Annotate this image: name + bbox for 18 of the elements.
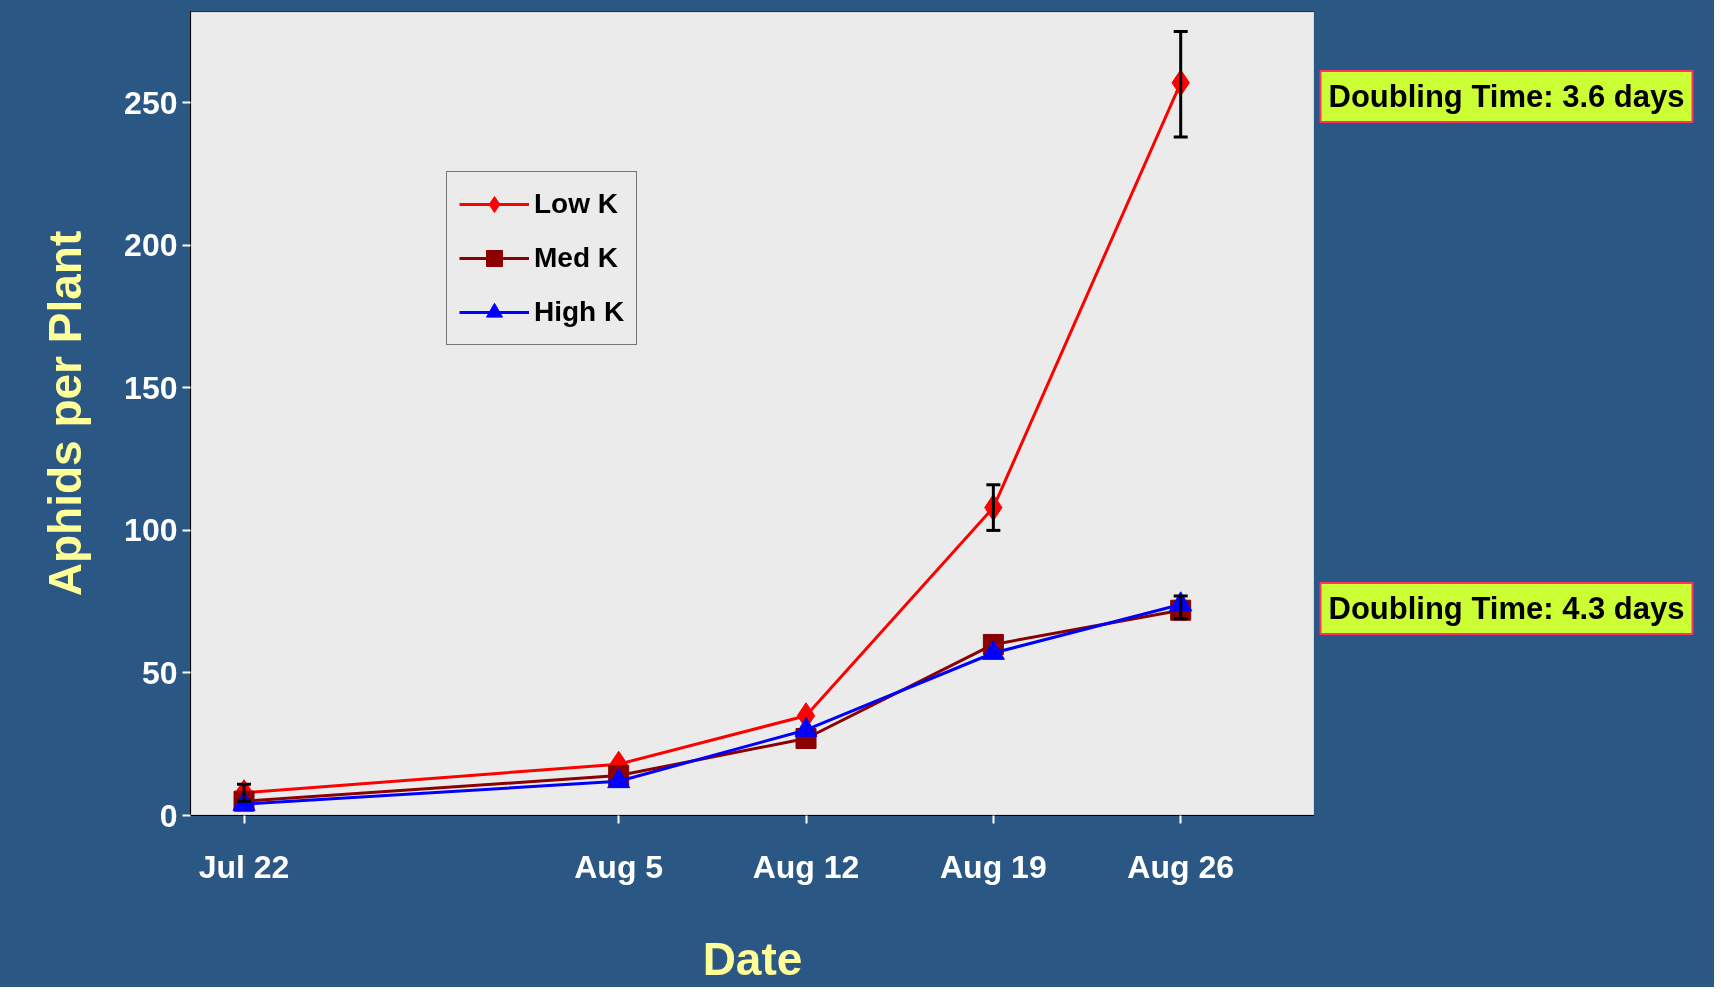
legend-label: Low K <box>534 188 618 220</box>
y-tick-label: 150 <box>124 369 178 406</box>
y-tick-label: 100 <box>124 512 178 549</box>
y-axis-title: Aphids per Plant <box>39 230 92 597</box>
x-tick-label: Aug 5 <box>574 848 664 885</box>
text: Doubling Time: 4.3 days <box>1328 591 1685 626</box>
y-tick-label: 200 <box>124 227 178 264</box>
x-tick-label: Aug 19 <box>940 848 1047 885</box>
x-tick-label: Jul 22 <box>198 848 290 885</box>
text: Doubling Time: 3.6 days <box>1328 79 1685 114</box>
y-tick-label: 0 <box>159 797 178 834</box>
legend-label: High K <box>534 296 625 328</box>
legend-label: Med K <box>534 242 618 274</box>
x-tick-label: Aug 12 <box>752 848 860 885</box>
x-tick-label: Aug 26 <box>1127 848 1235 885</box>
y-tick-label: 50 <box>141 654 178 691</box>
y-tick-label: 250 <box>124 84 178 121</box>
x-axis-title: Date <box>702 932 803 985</box>
